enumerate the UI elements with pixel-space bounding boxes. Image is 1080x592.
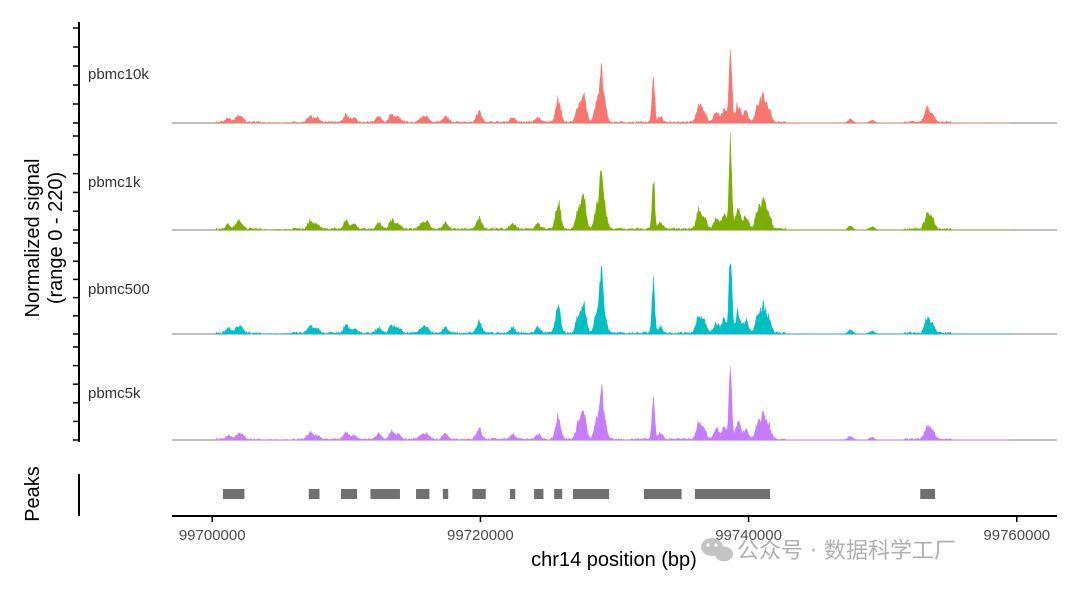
watermark: 公众号 · 数据科学工厂 bbox=[701, 538, 956, 564]
wechat-icon bbox=[701, 538, 733, 562]
peak-region bbox=[308, 489, 320, 499]
peak-region bbox=[572, 489, 610, 499]
signal-area-pbmc1k bbox=[216, 132, 1011, 231]
coverage-tracks: pbmc10k pbmc1k pbmc500 pbmc5k bbox=[88, 48, 1057, 441]
peak-region bbox=[370, 489, 400, 499]
track-pbmc500: pbmc500 bbox=[88, 263, 1057, 335]
peak-region bbox=[416, 489, 430, 499]
x-tick-label: 99700000 bbox=[179, 527, 246, 544]
peak-region bbox=[644, 489, 682, 499]
track-pbmc1k: pbmc1k bbox=[88, 132, 1057, 231]
x-tick-label: 99720000 bbox=[447, 527, 514, 544]
x-axis-ticks: 99700000 99720000 99740000 99760000 bbox=[179, 516, 1050, 544]
peak-regions bbox=[222, 489, 935, 499]
peak-region bbox=[442, 489, 449, 499]
track-pbmc10k: pbmc10k bbox=[88, 48, 1057, 124]
track-label: pbmc500 bbox=[88, 281, 150, 298]
peak-region bbox=[340, 489, 358, 499]
watermark-text: 公众号 · 数据科学工厂 bbox=[737, 539, 956, 564]
peaks-track-label: Peaks bbox=[22, 466, 44, 522]
peak-region bbox=[222, 489, 245, 499]
x-tick-label: 99760000 bbox=[983, 527, 1050, 544]
y-axis-ticks bbox=[73, 27, 79, 441]
x-tick-label: 99740000 bbox=[715, 527, 782, 544]
y-axis-title-line2: (range 0 - 220) bbox=[45, 172, 67, 304]
signal-area-pbmc5k bbox=[216, 366, 1011, 441]
peak-region bbox=[554, 489, 563, 499]
peak-region bbox=[509, 489, 516, 499]
peak-region bbox=[472, 489, 486, 499]
track-label: pbmc10k bbox=[88, 66, 149, 83]
signal-area-pbmc10k bbox=[216, 48, 1011, 124]
peak-region bbox=[920, 489, 935, 499]
peak-region bbox=[694, 489, 771, 499]
peak-region bbox=[534, 489, 544, 499]
track-label: pbmc1k bbox=[88, 174, 141, 191]
x-axis-title: chr14 position (bp) bbox=[531, 549, 697, 571]
y-axis-title-line1: Normalized signal bbox=[22, 159, 44, 318]
track-pbmc5k: pbmc5k bbox=[88, 366, 1057, 441]
track-label: pbmc5k bbox=[88, 385, 141, 402]
signal-area-pbmc500 bbox=[216, 263, 1011, 335]
